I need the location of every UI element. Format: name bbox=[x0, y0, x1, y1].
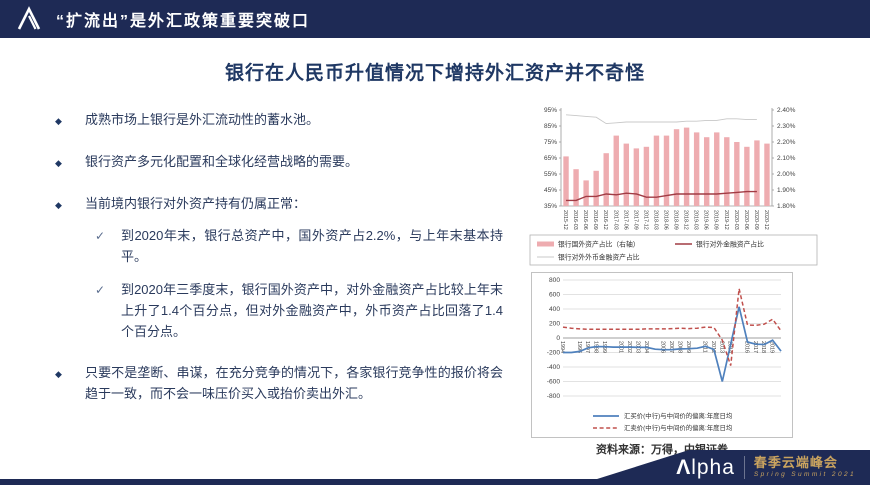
sub-bullet-item: ✓ 到2020年末，银行总资产中，国外资产占2.2%，与上年末基本持平。 bbox=[95, 226, 503, 268]
event-name-en: Spring Summit 2021 bbox=[753, 470, 856, 478]
svg-text:2008: 2008 bbox=[676, 341, 682, 353]
svg-text:-600: -600 bbox=[547, 379, 561, 386]
header-bar: “扩流出”是外汇政策重要突破口 bbox=[0, 0, 870, 38]
charts-column: 95% 85% 75% 65% 55% 45% 35% 2.40% 2.30% 2.20% 2.10… bbox=[525, 104, 825, 457]
svg-text:2016-12: 2016-12 bbox=[602, 210, 608, 230]
svg-text:银行对外金融资产占比: 银行对外金融资产占比 bbox=[696, 240, 764, 249]
svg-text:-400: -400 bbox=[547, 364, 561, 371]
svg-text:800: 800 bbox=[549, 277, 560, 284]
svg-text:2020-03: 2020-03 bbox=[733, 210, 739, 230]
svg-text:2020-09: 2020-09 bbox=[753, 210, 759, 230]
svg-text:2019-09: 2019-09 bbox=[713, 210, 719, 230]
svg-text:1997: 1997 bbox=[584, 341, 590, 353]
svg-text:45%: 45% bbox=[544, 187, 557, 194]
svg-text:75%: 75% bbox=[544, 139, 557, 146]
svg-text:汇买价(中行)与中间价的偏离:年度日均: 汇买价(中行)与中间价的偏离:年度日均 bbox=[624, 411, 732, 420]
bullet-list: ◆ 成熟市场上银行是外汇流动性的蓄水池。 ◆ 银行资产多元化配置和全球化经营战略的需要… bbox=[55, 104, 503, 457]
diamond-marker-icon: ◆ bbox=[55, 157, 62, 168]
diamond-marker-icon: ◆ bbox=[55, 116, 62, 126]
alpha-brand-logo: Λlpha bbox=[676, 456, 735, 479]
svg-text:2017-12: 2017-12 bbox=[642, 210, 648, 230]
svg-text:银行对外外币金融资产占比: 银行对外外币金融资产占比 bbox=[558, 253, 640, 262]
svg-text:2020-06: 2020-06 bbox=[743, 210, 749, 230]
svg-text:2019: 2019 bbox=[769, 341, 775, 353]
svg-text:2016-06: 2016-06 bbox=[582, 210, 588, 230]
footer-strip bbox=[0, 479, 870, 485]
svg-text:2016-03: 2016-03 bbox=[572, 210, 578, 230]
header-title: “扩流出”是外汇政策重要突破口 bbox=[56, 13, 311, 30]
svg-text:2.10%: 2.10% bbox=[777, 155, 796, 162]
diamond-marker-icon: ◆ bbox=[55, 199, 62, 210]
svg-text:1996: 1996 bbox=[576, 341, 582, 353]
sub-bullet-item: ✓ 到2020年三季度末，银行国外资产中，对外金融资产占比较上年末上升了1.4个百… bbox=[95, 280, 503, 342]
chart-bank-foreign-assets: 95% 85% 75% 65% 55% 45% 35% 2.40% 2.30% 2.20% 2.10… bbox=[529, 107, 818, 266]
page-title: 银行在人民币升值情况下增持外汇资产并不奇怪 bbox=[224, 63, 645, 84]
svg-text:-800: -800 bbox=[547, 393, 561, 400]
svg-text:2018-03: 2018-03 bbox=[652, 210, 658, 230]
svg-text:400: 400 bbox=[549, 306, 560, 313]
svg-text:2019-06: 2019-06 bbox=[703, 210, 709, 230]
svg-text:65%: 65% bbox=[544, 155, 557, 162]
svg-text:95%: 95% bbox=[544, 107, 557, 114]
svg-text:2009: 2009 bbox=[685, 341, 691, 353]
bullet-text: 成熟市场上银行是外汇流动性的蓄水池。 bbox=[85, 112, 320, 127]
svg-text:2018: 2018 bbox=[760, 341, 766, 353]
check-marker-icon: ✓ bbox=[95, 229, 106, 244]
content-area: ◆ 成熟市场上银行是外汇流动性的蓄水池。 ◆ 银行资产多元化配置和全球化经营战略的需要… bbox=[55, 104, 852, 457]
alpha-triangle-icon bbox=[16, 6, 42, 32]
svg-text:1994: 1994 bbox=[559, 341, 565, 353]
svg-text:2018-06: 2018-06 bbox=[663, 210, 669, 230]
svg-text:2.00%: 2.00% bbox=[777, 171, 796, 178]
svg-text:2018-09: 2018-09 bbox=[673, 210, 679, 230]
svg-text:1.80%: 1.80% bbox=[777, 203, 796, 210]
event-name: 春季云端峰会 Spring Summit 2021 bbox=[743, 454, 856, 480]
svg-text:银行国外资产占比（右轴）: 银行国外资产占比（右轴） bbox=[558, 240, 640, 249]
svg-text:2007: 2007 bbox=[668, 341, 674, 353]
bullet-text: 当前境内银行对外资产持有仍属正常： bbox=[85, 195, 307, 211]
svg-text:2.30%: 2.30% bbox=[777, 123, 796, 130]
svg-text:-200: -200 bbox=[547, 350, 561, 357]
svg-text:2018-12: 2018-12 bbox=[683, 210, 689, 230]
svg-text:35%: 35% bbox=[544, 203, 557, 210]
svg-text:汇卖价(中行)与中间价的偏离:年度日均: 汇卖价(中行)与中间价的偏离:年度日均 bbox=[624, 423, 732, 432]
chart-fx-quote-deviation: 800 600 400 200 0 -200 -400 -600 -800 1994 1996 199… bbox=[531, 272, 793, 438]
diamond-marker-icon: ◆ bbox=[55, 369, 62, 380]
svg-text:2013: 2013 bbox=[718, 341, 724, 353]
bullet-item: ◆ 成熟市场上银行是外汇流动性的蓄水池。 bbox=[55, 110, 503, 131]
svg-text:200: 200 bbox=[549, 321, 560, 328]
svg-text:2016-09: 2016-09 bbox=[592, 210, 598, 230]
svg-text:55%: 55% bbox=[544, 171, 557, 178]
svg-text:2016: 2016 bbox=[743, 341, 749, 353]
svg-text:2017: 2017 bbox=[752, 341, 758, 353]
svg-text:2.20%: 2.20% bbox=[777, 139, 796, 146]
svg-text:2006: 2006 bbox=[660, 341, 666, 353]
svg-text:2012: 2012 bbox=[710, 341, 716, 353]
svg-text:2017-03: 2017-03 bbox=[612, 210, 618, 230]
bullet-text: 到2020年末，银行总资产中，国外资产占2.2%，与上年末基本持平。 bbox=[121, 228, 503, 265]
bullet-text: 银行资产多元化配置和全球化经营战略的需要。 bbox=[85, 153, 359, 169]
bullet-text: 到2020年三季度末，银行国外资产中，对外金融资产占比较上年末上升了1.4个百分… bbox=[121, 281, 503, 339]
svg-text:2017-06: 2017-06 bbox=[622, 210, 628, 230]
svg-text:2.40%: 2.40% bbox=[777, 107, 796, 114]
svg-text:2015-12: 2015-12 bbox=[562, 210, 568, 230]
bullet-item: ◆ 只要不是垄断、串谋，在充分竞争的情况下，各家银行竞争性的报价将会趋于一致，而不… bbox=[55, 363, 503, 405]
event-name-cn: 春季云端峰会 bbox=[753, 454, 838, 470]
svg-text:600: 600 bbox=[549, 292, 560, 299]
svg-text:1.90%: 1.90% bbox=[777, 187, 796, 194]
bullet-text: 只要不是垄断、串谋，在充分竞争的情况下，各家银行竞争性的报价将会趋于一致，而不会… bbox=[85, 365, 503, 402]
svg-text:2019-03: 2019-03 bbox=[693, 210, 699, 230]
bullet-item: ◆ 当前境内银行对外资产持有仍属正常： bbox=[55, 194, 503, 215]
check-marker-icon: ✓ bbox=[95, 282, 106, 297]
bullet-item: ◆ 银行资产多元化配置和全球化经营战略的需要。 bbox=[55, 152, 503, 173]
svg-text:0: 0 bbox=[556, 335, 560, 342]
svg-text:2017-09: 2017-09 bbox=[632, 210, 638, 230]
svg-text:85%: 85% bbox=[544, 123, 557, 130]
svg-text:2019-12: 2019-12 bbox=[723, 210, 729, 230]
svg-text:2020-12: 2020-12 bbox=[763, 210, 769, 230]
